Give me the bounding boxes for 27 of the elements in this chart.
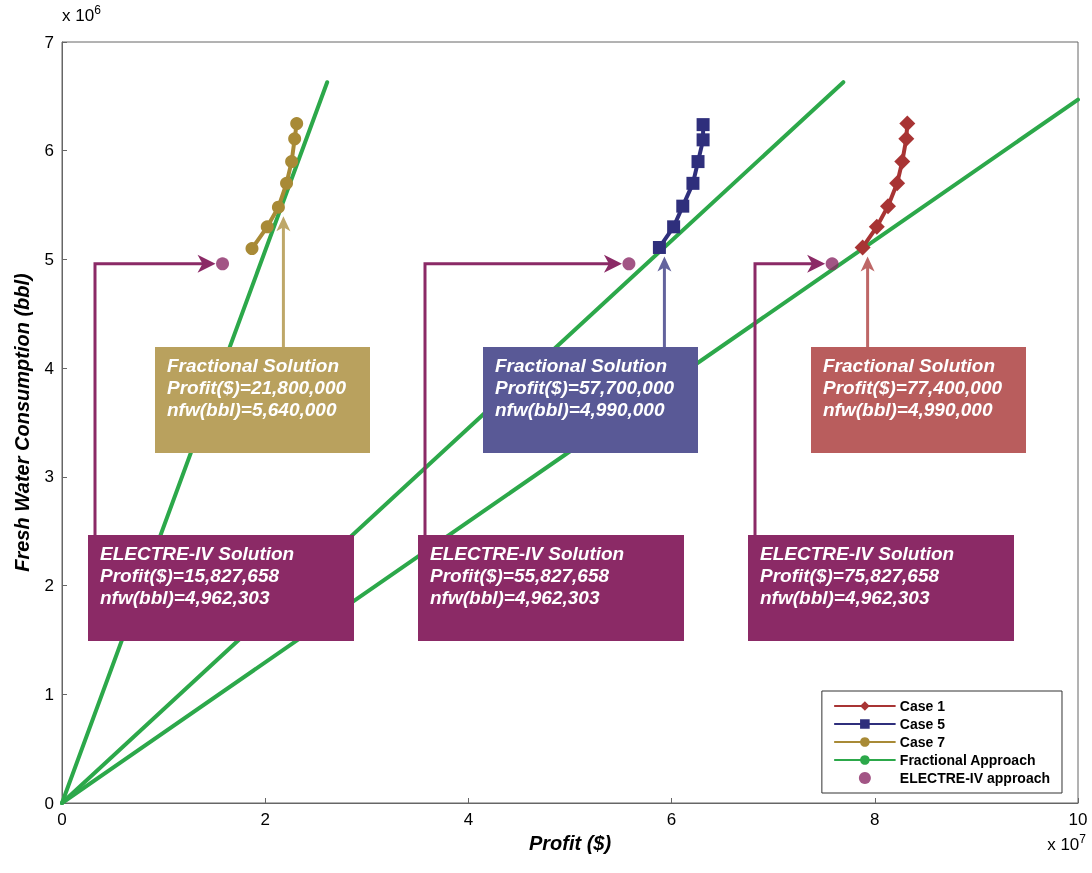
callout-box: Fractional Solution Profit($)=77,400,000 nfw(bbl)=4,990,000: [811, 347, 1026, 454]
y-tick-label: 0: [44, 793, 54, 813]
x-tick-label: 2: [260, 810, 270, 829]
legend-label: Case 7: [899, 734, 946, 750]
callout-box: Fractional Solution Profit($)=57,700,000 nfw(bbl)=4,990,000: [483, 347, 698, 454]
legend-label: ELECTRE-IV approach: [899, 770, 1051, 786]
legend-label: Case 1: [899, 698, 946, 714]
x-tick-label: 4: [463, 810, 474, 829]
y-tick-label: 3: [44, 467, 54, 487]
y-tick-label: 2: [44, 576, 54, 596]
callout-box: ELECTRE-IV Solution Profit($)=55,827,658 nfw(bbl)=4,962,303: [418, 535, 684, 642]
y-tick-label: 1: [44, 684, 54, 704]
y-tick-label: 4: [44, 358, 54, 378]
x-tick-label: 6: [666, 810, 677, 829]
y-axis-title: Fresh Water Consumption (bbl): [11, 272, 33, 572]
callout-box: Fractional Solution Profit($)=21,800,000 nfw(bbl)=5,640,000: [155, 347, 370, 454]
legend-label: Case 5: [899, 716, 946, 732]
x-tick-label: 8: [870, 810, 880, 829]
x-tick-label: 10: [1068, 810, 1088, 829]
y-tick-label: 6: [44, 141, 54, 161]
y-tick-label: 7: [44, 32, 54, 52]
callout-box: ELECTRE-IV Solution Profit($)=15,827,658 nfw(bbl)=4,962,303: [88, 535, 354, 642]
x-axis-title: Profit ($): [528, 831, 612, 854]
y-tick-label: 5: [44, 249, 54, 269]
legend-label: Fractional Approach: [899, 752, 1036, 768]
x-tick-label: 0: [57, 810, 67, 829]
callout-box: ELECTRE-IV Solution Profit($)=75,827,658 nfw(bbl)=4,962,303: [748, 535, 1014, 642]
